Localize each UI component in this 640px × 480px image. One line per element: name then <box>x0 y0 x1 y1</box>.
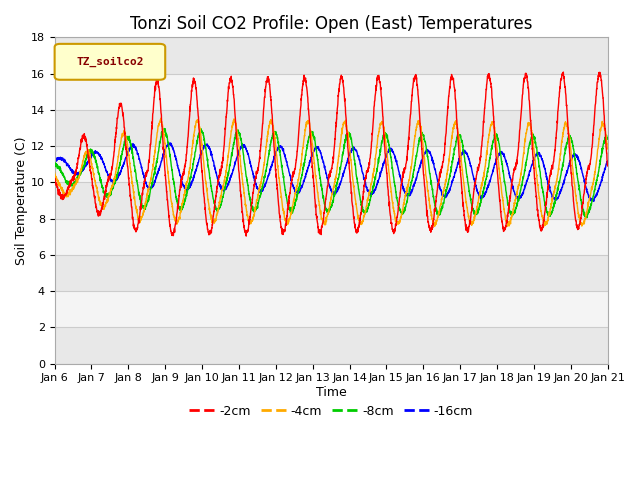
Bar <box>54 73 607 110</box>
X-axis label: Time: Time <box>316 386 346 399</box>
Bar <box>54 37 607 73</box>
Title: Tonzi Soil CO2 Profile: Open (East) Temperatures: Tonzi Soil CO2 Profile: Open (East) Temp… <box>130 15 532 33</box>
Bar <box>54 219 607 255</box>
Bar <box>54 291 607 327</box>
Bar <box>54 182 607 219</box>
Bar <box>54 110 607 146</box>
Bar <box>54 255 607 291</box>
Y-axis label: Soil Temperature (C): Soil Temperature (C) <box>15 136 28 265</box>
FancyBboxPatch shape <box>54 44 165 80</box>
Bar <box>54 146 607 182</box>
Text: TZ_soilco2: TZ_soilco2 <box>76 57 143 67</box>
Legend: -2cm, -4cm, -8cm, -16cm: -2cm, -4cm, -8cm, -16cm <box>184 400 478 423</box>
Bar <box>54 327 607 364</box>
